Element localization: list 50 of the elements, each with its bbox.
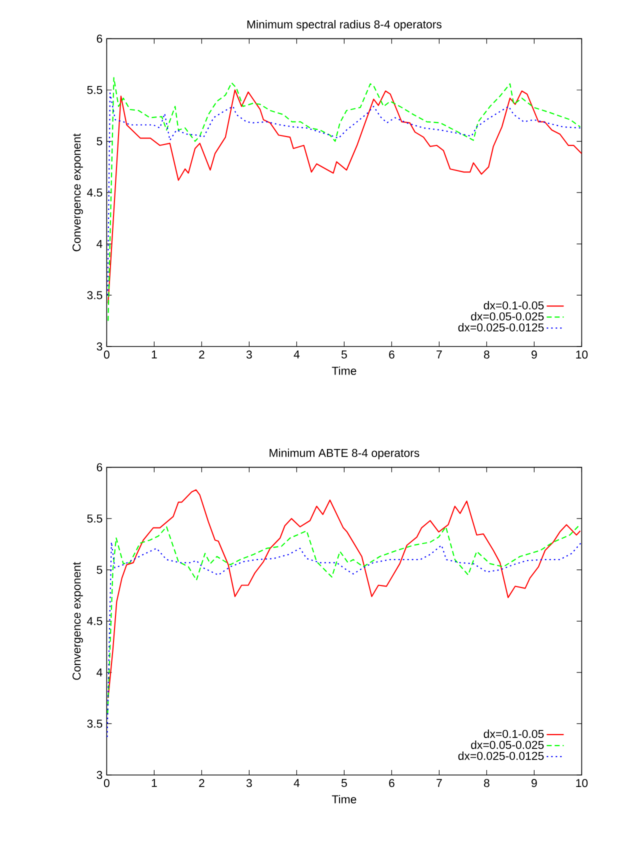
y-tick-label: 5.5 (87, 86, 102, 94)
x-tick-label: 4 (294, 779, 300, 787)
x-tick-label: 8 (484, 779, 490, 788)
x-tick-label: 10 (576, 350, 588, 359)
chart-title: Minimum ABTE 8-4 operators (270, 448, 420, 460)
x-tick-label: 5 (341, 350, 347, 358)
y-tick-label: 4 (96, 240, 102, 248)
x-tick-label: 9 (532, 779, 537, 788)
y-tick-label: 4.5 (87, 617, 102, 626)
y-tick-label: 5 (96, 566, 102, 574)
y-tick-label: 5.5 (87, 514, 102, 523)
y-tick-label: 3.5 (87, 720, 102, 728)
line-series (108, 489, 581, 699)
legend-label: dx=0.1-0.05 (484, 301, 544, 310)
x-tick-label: 7 (436, 350, 442, 358)
y-tick-label: 5 (96, 137, 102, 146)
legend-label: dx=0.1-0.05 (484, 730, 544, 738)
x-tick-label: 6 (389, 779, 394, 788)
x-tick-label: 10 (576, 779, 588, 788)
x-tick-label: 9 (532, 350, 537, 359)
x-tick-label: 1 (152, 779, 157, 787)
x-tick-label: 8 (484, 350, 490, 359)
y-tick-label: 6 (96, 463, 102, 472)
chart-title: Minimum spectral radius 8-4 operators (247, 20, 442, 31)
y-tick-label: 3 (96, 770, 102, 780)
x-tick-label: 4 (294, 350, 300, 358)
y-tick-label: 3 (96, 342, 102, 351)
legend-label: dx=0.05-0.025 (471, 312, 544, 320)
x-axis-title: Time (332, 794, 356, 804)
x-tick-label: 3 (246, 779, 252, 788)
x-tick-label: 0 (104, 779, 110, 788)
x-tick-label: 3 (246, 350, 252, 359)
x-tick-label: 2 (199, 779, 204, 788)
x-tick-label: 6 (389, 350, 394, 359)
y-tick-label: 4 (96, 668, 102, 676)
y-axis-title: Convergence exponent (72, 562, 83, 680)
x-tick-label: 0 (104, 350, 110, 359)
y-axis-title: Convergence exponent (72, 133, 83, 252)
x-tick-label: 2 (199, 350, 204, 359)
y-tick-label: 3.5 (87, 291, 102, 300)
legend-label: dx=0.05-0.025 (471, 740, 544, 749)
x-axis-title: Time (332, 366, 356, 375)
x-tick-label: 5 (341, 779, 347, 787)
y-tick-label: 6 (96, 34, 102, 43)
x-tick-label: 1 (152, 350, 157, 358)
legend-label: dx=0.025-0.0125 (458, 752, 544, 760)
line-series (107, 524, 580, 714)
x-tick-label: 7 (436, 779, 442, 787)
y-tick-label: 4.5 (87, 188, 102, 197)
legend-label: dx=0.025-0.0125 (458, 323, 544, 332)
